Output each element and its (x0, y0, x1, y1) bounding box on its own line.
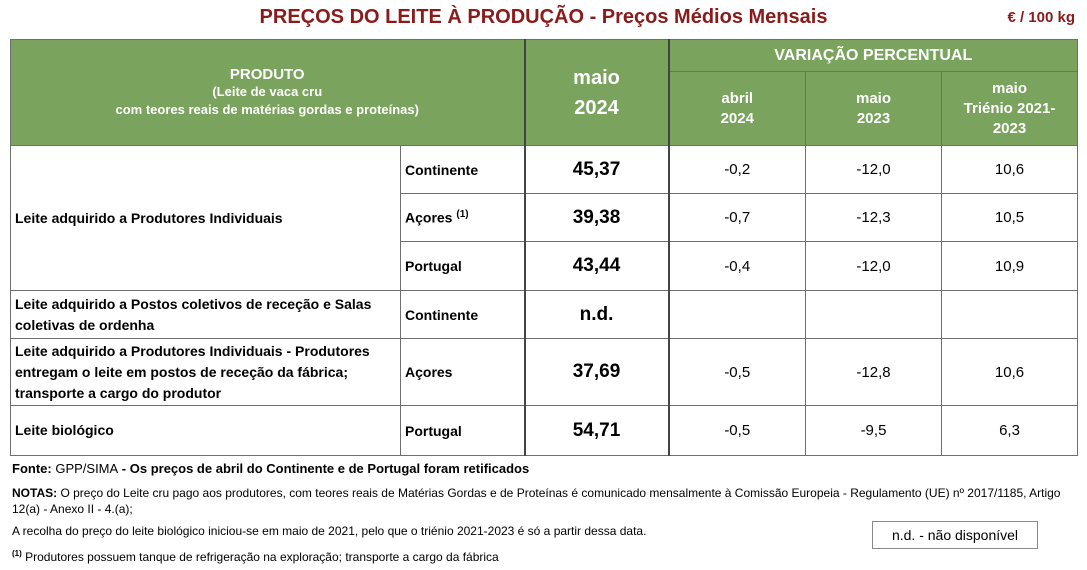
table-row: Açores (1) 39,38 -0,7 -12,3 10,5 (11, 193, 1079, 242)
table-row: Leite adquirido a Produtores Individuais… (10, 145, 1079, 291)
row-var-maio (805, 290, 942, 339)
row-label: Leite adquirido a Produtores Individuais… (10, 338, 401, 406)
table-row: Leite adquirido a Postos coletivos de re… (10, 290, 1079, 339)
row-var-trienio: 10,6 (940, 145, 1079, 194)
row-price: 45,37 (523, 145, 670, 194)
row-region: Portugal (400, 241, 525, 291)
header-price: maio 2024 (523, 39, 670, 146)
header-abril: abril 2024 (668, 71, 806, 146)
row-var-abril: -0,5 (668, 338, 806, 406)
prices-table: PRODUTO (Leite de vaca cru com teores re… (10, 39, 1079, 456)
table-row: Portugal 43,44 -0,4 -12,0 10,9 (11, 241, 1079, 291)
row-price: 39,38 (523, 193, 670, 242)
row-var-maio: -12,8 (805, 338, 942, 406)
row-region: Açores (1) (400, 193, 525, 242)
unit-label: € / 100 kg (1007, 9, 1075, 26)
table-row: Leite biológico Portugal 54,71 -0,5 -9,5… (10, 405, 1079, 456)
notes: NOTAS: O preço do Leite cru pago aos pro… (12, 486, 1061, 516)
row-label: Leite biológico (10, 405, 401, 456)
row-label: Leite adquirido a Produtores Individuais (10, 145, 401, 291)
row-label: Leite adquirido a Postos coletivos de re… (10, 290, 401, 339)
row-var-trienio: 10,5 (940, 193, 1079, 242)
source-note: Fonte: GPP/SIMA - Os preços de abril do … (12, 461, 530, 476)
row-var-abril: -0,4 (668, 241, 806, 291)
header-produto: PRODUTO (Leite de vaca cru com teores re… (10, 39, 525, 146)
row-price: 54,71 (523, 405, 670, 456)
row-price: 37,69 (523, 338, 670, 406)
row-var-maio: -9,5 (805, 405, 942, 456)
row-price: n.d. (523, 290, 670, 339)
row-region: Continente (400, 290, 525, 339)
header-maio: maio 2023 (805, 71, 942, 146)
row-var-maio: -12,0 (805, 145, 942, 194)
table-row: Leite adquirido a Produtores Individuais… (10, 338, 1079, 406)
footnote-1: (1) Produtores possuem tanque de refrige… (12, 549, 499, 564)
row-price: 43,44 (523, 241, 670, 291)
header-variacao: VARIAÇÃO PERCENTUAL (667, 39, 1079, 72)
row-var-abril: -0,7 (668, 193, 806, 242)
row-var-abril (668, 290, 806, 339)
row-region: Açores (400, 338, 525, 406)
nd-legend: n.d. - não disponível (872, 521, 1038, 549)
row-var-trienio: 10,6 (940, 338, 1079, 406)
header-trienio: maio Triénio 2021- 2023 (940, 71, 1079, 146)
row-region: Portugal (400, 405, 525, 456)
row-var-abril: -0,2 (668, 145, 806, 194)
row-var-abril: -0,5 (668, 405, 806, 456)
row-var-trienio (940, 290, 1079, 339)
row-var-trienio: 6,3 (940, 405, 1079, 456)
row-region: Continente (400, 145, 525, 194)
page-title: PREÇOS DO LEITE À PRODUÇÃO - Preços Médi… (259, 6, 828, 28)
notes-biologico: A recolha do preço do leite biológico in… (12, 524, 647, 538)
row-var-maio: -12,3 (805, 193, 942, 242)
row-var-trienio: 10,9 (940, 241, 1079, 291)
row-var-maio: -12,0 (805, 241, 942, 291)
